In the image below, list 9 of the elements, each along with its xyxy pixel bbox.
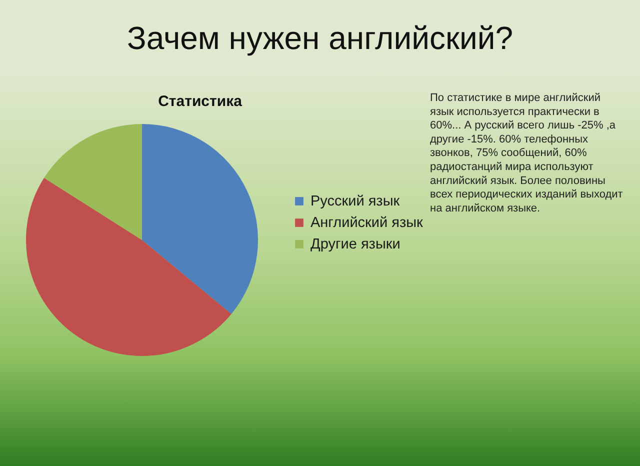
legend-label: Русский язык [310, 193, 400, 210]
pie-slice [26, 178, 232, 356]
legend-label: Английский язык [310, 214, 424, 231]
chart-subtitle: Статистика [158, 93, 243, 110]
pie-slice [142, 124, 258, 314]
chart-title: Зачем нужен английский? [127, 20, 513, 56]
legend-label: Другие языки [310, 236, 400, 252]
pie-slice [44, 124, 142, 240]
text: По статистике в мире английский язык используется практически в 60%... А русский всего лишь -25% ,а другие -15%. 60% телефонных звонков, 75% сообщений, 60% радиостанций мира используют английский язык. Более половины всех периодических изданий выходит на английском языке. [430, 92, 623, 214]
